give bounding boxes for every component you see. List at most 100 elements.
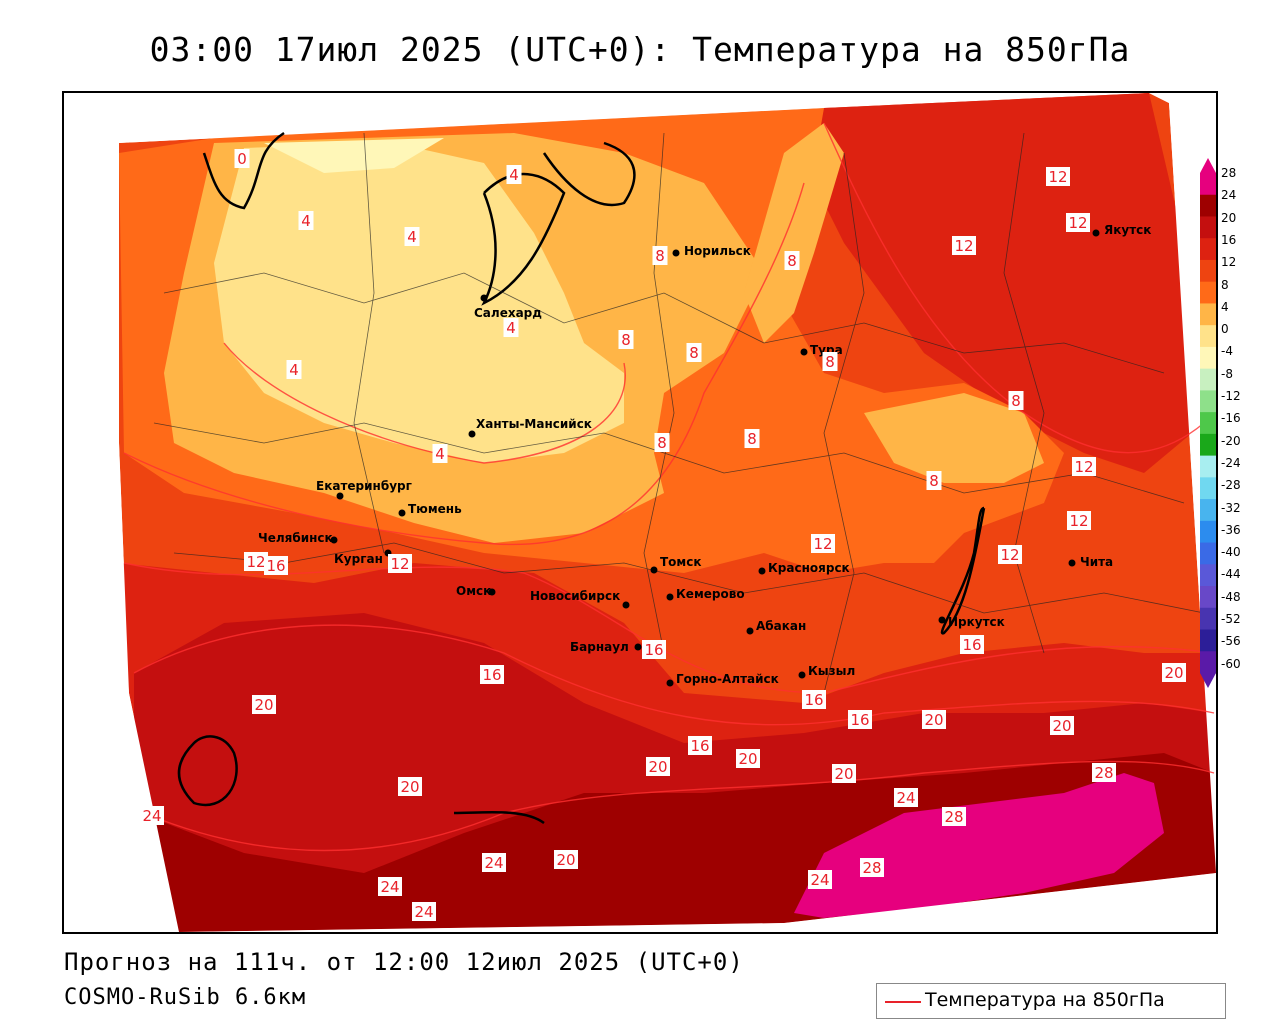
isotherm-label: 12	[1068, 214, 1087, 232]
colorbar-tick-label: -4	[1221, 344, 1233, 359]
colorbar-segment	[1200, 259, 1216, 283]
isotherm-label: 8	[655, 247, 665, 265]
isotherm-label: 4	[301, 212, 311, 230]
colorbar-bottom-arrow	[1200, 673, 1216, 688]
isotherm-label: 20	[254, 696, 273, 714]
city-kurgan: Курган	[334, 552, 383, 566]
outside-domain-w	[64, 143, 179, 932]
colorbar-tick-label: -40	[1221, 545, 1241, 560]
isotherm-label: 8	[747, 430, 757, 448]
isotherm-label: 16	[482, 666, 501, 684]
outside-domain-nw	[64, 93, 824, 143]
isotherm-label: 12	[813, 535, 832, 553]
colorbar-tick-label: -28	[1221, 478, 1241, 493]
isotherm-label: 20	[924, 711, 943, 729]
city-tyumen: Тюмень	[408, 502, 462, 516]
isotherm-label-bg	[244, 552, 268, 571]
isotherm-label: 24	[414, 903, 433, 921]
city-chelyabinsk: Челябинск	[258, 531, 333, 545]
colorbar-tick-label: 12	[1221, 255, 1237, 270]
map-title: 03:00 17июл 2025 (UTC+0): Температура на…	[149, 30, 1131, 69]
isotherm-label: 24	[896, 789, 915, 807]
isotherm-label-bg	[942, 807, 966, 826]
isotherm-label-bg	[506, 165, 522, 184]
model-name: COSMO-RuSib 6.6км	[64, 985, 307, 1010]
colorbar-segment	[1200, 238, 1216, 261]
city-markers: Норильск Якутск Салехард Тура Ханты-Манс…	[258, 223, 1151, 687]
isotherm-label: 4	[506, 319, 516, 337]
isotherm-label: 16	[804, 691, 823, 709]
colorbar-tick-label: -56	[1221, 634, 1241, 649]
colorbar-segment	[1200, 629, 1216, 652]
isotherm-label: 24	[142, 807, 161, 825]
isotherm-label: 20	[556, 851, 575, 869]
isotherm-label-bg	[1046, 167, 1070, 186]
isotherm-label-bg	[480, 665, 504, 684]
zone-4-east	[864, 393, 1044, 483]
colorbar-segment	[1200, 412, 1216, 435]
colorbar-segment	[1200, 586, 1216, 609]
isotherm-label: 28	[1094, 764, 1113, 782]
map-panel: Норильск Якутск Салехард Тура Ханты-Манс…	[62, 91, 1218, 934]
colorbar-segment	[1200, 173, 1216, 196]
isotherm-label: 16	[962, 636, 981, 654]
colorbar-segment	[1200, 651, 1216, 674]
colorbar-tick-label: 4	[1221, 299, 1229, 314]
city-irkutsk: Иркутск	[948, 615, 1005, 629]
colorbar-top-arrow	[1200, 158, 1216, 173]
isotherm-label: 20	[400, 778, 419, 796]
isotherm-label-bg	[404, 227, 420, 246]
isotherm-label-bg	[398, 777, 422, 796]
isotherm-label-bg	[926, 471, 942, 490]
isotherm-label: 20	[648, 758, 667, 776]
city-tomsk: Томск	[660, 555, 702, 569]
isotherm-label-bg	[686, 343, 702, 362]
colorbar-segment	[1200, 499, 1216, 522]
colorbar-tick-label: 8	[1221, 277, 1229, 292]
isotherm-label-bg	[412, 902, 436, 921]
isotherm-label: 12	[1069, 512, 1088, 530]
colorbar-tick-label: -16	[1221, 411, 1241, 426]
colorbar-segment	[1200, 216, 1216, 239]
isotherm-label-bg	[252, 695, 276, 714]
city-khanty-mansiysk: Ханты-Мансийск	[476, 417, 592, 431]
colorbar-segment	[1200, 281, 1216, 304]
colorbar-segment	[1200, 325, 1216, 348]
isotherm-label-bg	[811, 534, 835, 553]
isotherm-label-bg	[654, 433, 670, 452]
colorbar-segment	[1200, 194, 1216, 217]
isotherm-label: 12	[954, 237, 973, 255]
isotherm-label-bg	[140, 806, 164, 825]
isotherm-label: 16	[690, 737, 709, 755]
isotherm-label: 24	[484, 854, 503, 872]
isotherm-label: 12	[1048, 168, 1067, 186]
city-omsk: Омск	[456, 584, 491, 598]
colorbar-tick-label: 24	[1221, 188, 1237, 203]
isotherm-label: 4	[407, 228, 417, 246]
colorbar-segment	[1200, 390, 1216, 413]
isotherm-label: 20	[1052, 717, 1071, 735]
isotherm-label-bg	[286, 360, 302, 379]
isotherm-label-bg	[1066, 213, 1090, 232]
isotherm-label-bg	[646, 757, 670, 776]
zone-28-hot	[794, 773, 1164, 918]
isotherm-label-bg	[1050, 716, 1074, 735]
isotherm-label-bg	[1162, 663, 1186, 682]
isotherm-label-bg	[744, 429, 760, 448]
coastlines	[177, 131, 986, 825]
isotherm-label: 12	[1074, 458, 1093, 476]
isotherm-label-bg	[1092, 763, 1116, 782]
temperature-map: Норильск Якутск Салехард Тура Ханты-Манс…	[64, 93, 1216, 932]
isotherm-label: 28	[944, 808, 963, 826]
isotherm-label: 4	[435, 445, 445, 463]
colorbar-segment	[1200, 564, 1216, 587]
colorbar-tick-label: -8	[1221, 366, 1233, 381]
isotherm-label-bg	[652, 246, 668, 265]
outside-domain-s	[179, 873, 1216, 932]
colorbar-segment	[1200, 542, 1216, 565]
isotherm-label: 8	[929, 472, 939, 490]
isotherm-label: 8	[825, 353, 835, 371]
isotherm-label: 0	[237, 150, 247, 168]
city-yekaterinburg: Екатеринбург	[316, 479, 412, 493]
legend-label: Температура на 850гПа	[925, 989, 1165, 1011]
